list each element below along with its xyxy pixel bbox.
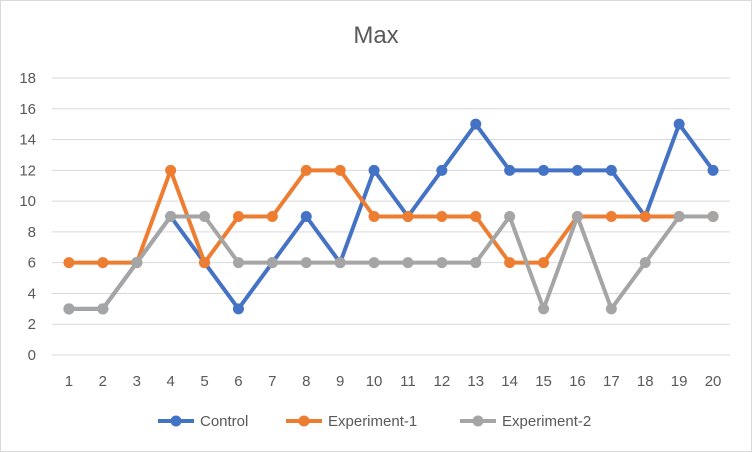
data-point (605, 164, 617, 176)
data-point (334, 257, 346, 269)
legend-marker (472, 415, 484, 427)
data-point (707, 211, 719, 222)
data-point (470, 257, 482, 269)
x-tick-label: 17 (603, 373, 620, 390)
legend-label: Control (200, 413, 248, 430)
data-point (232, 211, 244, 222)
data-point (97, 303, 109, 315)
y-tick-label: 12 (19, 162, 36, 179)
x-tick-label: 6 (234, 373, 242, 390)
x-tick-label: 15 (535, 373, 552, 390)
data-point (504, 211, 516, 222)
data-point (165, 164, 177, 176)
data-point (538, 303, 550, 315)
data-point (470, 211, 482, 222)
y-tick-label: 8 (28, 224, 36, 241)
data-point (368, 211, 380, 222)
data-point (504, 164, 516, 176)
x-axis-ticks: 1 2 3 4 5 6 7 8 9 10 11 12 13 14 15 16 17 18 19 20 (65, 373, 722, 390)
data-point (232, 303, 244, 315)
data-point (232, 257, 244, 269)
legend: Control Experiment-1 Experiment-2 (158, 413, 591, 430)
data-point (504, 257, 516, 269)
x-tick-label: 2 (99, 373, 107, 390)
data-point (199, 211, 211, 222)
data-point (673, 211, 685, 222)
data-point (300, 211, 312, 222)
data-point (639, 211, 651, 222)
x-tick-label: 7 (268, 373, 276, 390)
data-point (707, 164, 719, 176)
x-tick-label: 14 (501, 373, 518, 390)
legend-marker (298, 415, 310, 427)
x-tick-label: 19 (671, 373, 688, 390)
x-tick-label: 5 (200, 373, 208, 390)
x-tick-label: 3 (133, 373, 141, 390)
data-point (538, 164, 550, 176)
data-point (266, 257, 278, 269)
legend-label: Experiment-2 (502, 413, 591, 430)
data-point (63, 303, 75, 315)
data-point (402, 211, 414, 222)
data-point (97, 257, 109, 269)
x-tick-label: 16 (569, 373, 586, 390)
legend-item: Control (158, 413, 248, 430)
y-axis-ticks: 0 2 4 6 8 10 12 14 16 18 (19, 70, 36, 364)
data-point (436, 211, 448, 222)
legend-item: Experiment-2 (460, 413, 591, 430)
x-tick-label: 11 (400, 373, 416, 390)
chart-title: Max (353, 22, 399, 49)
x-tick-label: 10 (366, 373, 383, 390)
y-tick-label: 0 (28, 347, 36, 364)
y-tick-label: 16 (19, 101, 36, 118)
legend-label: Experiment-1 (328, 413, 417, 430)
legend-item: Experiment-1 (286, 413, 417, 430)
gridlines (52, 77, 730, 356)
series-line (66, 122, 716, 311)
x-tick-label: 12 (434, 373, 451, 390)
series-group (63, 118, 719, 315)
y-tick-label: 6 (28, 255, 36, 272)
data-point (639, 257, 651, 269)
data-point (571, 211, 583, 222)
data-point (436, 257, 448, 269)
y-tick-label: 10 (19, 193, 36, 210)
data-point (605, 303, 617, 315)
data-point (470, 118, 482, 130)
data-point (368, 257, 380, 269)
data-point (605, 211, 617, 222)
x-tick-label: 13 (467, 373, 484, 390)
series-line (66, 168, 716, 265)
series-line (66, 214, 716, 311)
data-point (300, 257, 312, 269)
data-point (131, 257, 143, 269)
x-tick-label: 8 (302, 373, 310, 390)
x-tick-label: 18 (637, 373, 654, 390)
series-experiment-2 (63, 211, 719, 315)
data-point (368, 164, 380, 176)
x-tick-label: 1 (65, 373, 73, 390)
data-point (571, 164, 583, 176)
data-point (266, 211, 278, 222)
y-tick-label: 18 (19, 70, 36, 87)
y-tick-label: 2 (28, 316, 36, 333)
legend-marker (170, 415, 182, 427)
data-point (334, 164, 346, 176)
data-point (402, 257, 414, 269)
data-point (300, 164, 312, 176)
x-tick-label: 9 (336, 373, 344, 390)
data-point (538, 257, 550, 269)
x-tick-label: 20 (705, 373, 722, 390)
x-tick-label: 4 (166, 373, 174, 390)
data-point (199, 257, 211, 269)
y-tick-label: 14 (19, 132, 36, 149)
y-tick-label: 4 (28, 285, 36, 302)
data-point (436, 164, 448, 176)
data-point (63, 257, 75, 269)
data-point (165, 211, 177, 222)
data-point (673, 118, 685, 130)
